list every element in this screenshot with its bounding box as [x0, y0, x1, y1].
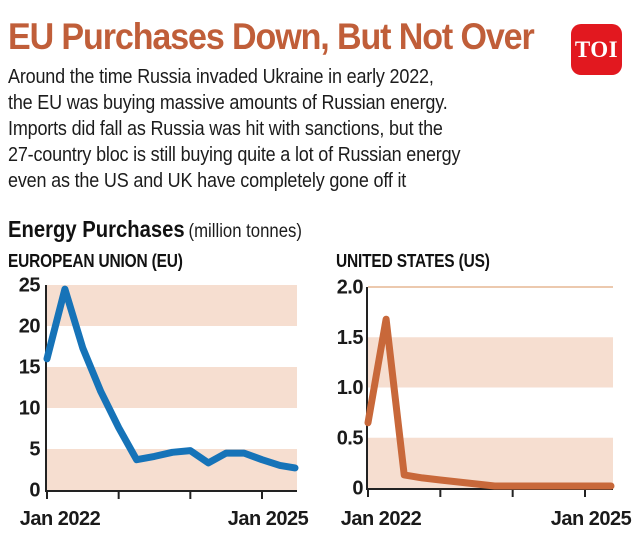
us-chart-title: UNITED STATES (US): [336, 251, 490, 271]
y-tick-label: 0.5: [337, 427, 364, 449]
section-unit-label: (million tonnes): [188, 221, 302, 242]
eu-chart-title: EUROPEAN UNION (EU): [8, 251, 183, 271]
intro-paragraph: Around the time Russia invaded Ukraine i…: [8, 64, 584, 194]
y-tick-label: 1.5: [337, 327, 364, 349]
chart-band: [368, 437, 613, 488]
intro-line: Imports did fall as Russia was hit with …: [8, 118, 443, 140]
chart-band: [368, 337, 613, 388]
x-tick-label: Jan 2025: [551, 508, 632, 530]
us-series-line: [364, 315, 615, 490]
y-tick-label: 0: [29, 480, 40, 502]
intro-line: even as the US and UK have completely go…: [8, 170, 407, 192]
chart-band: [47, 367, 297, 408]
x-tick-label: Jan 2025: [228, 508, 309, 530]
y-tick-label: 0: [352, 478, 363, 500]
x-tick-label: Jan 2022: [341, 508, 422, 530]
x-tick-label: Jan 2022: [20, 508, 101, 530]
intro-line: Around the time Russia invaded Ukraine i…: [8, 66, 434, 88]
y-tick-label: 1.0: [337, 377, 364, 399]
y-tick-label: 10: [19, 398, 41, 420]
y-tick-label: 20: [19, 316, 41, 338]
y-tick-label: 15: [19, 357, 41, 379]
section-heading: Energy Purchases (million tonnes): [8, 216, 302, 243]
eu-series-line: [43, 285, 299, 472]
intro-line: 27-country bloc is still buying quite a …: [8, 144, 461, 166]
y-tick-label: 2.0: [337, 277, 364, 299]
section-heading-title: Energy Purchases: [8, 216, 185, 242]
toi-logo: TOI: [571, 24, 622, 75]
chart-band: [47, 285, 297, 326]
y-tick-label: 5: [29, 439, 40, 461]
y-tick-label: 25: [19, 276, 41, 297]
page-title: EU Purchases Down, But Not Over: [8, 16, 535, 57]
us-line-chart: Jan 2022 Jan 2025 2.0 1.5 1.0 0.5 0: [337, 277, 632, 531]
intro-line: the EU was buying massive amounts of Rus…: [8, 92, 448, 114]
eu-line-chart: Jan 2022 Jan 2025 25 20 15 10 5 0: [19, 276, 309, 530]
